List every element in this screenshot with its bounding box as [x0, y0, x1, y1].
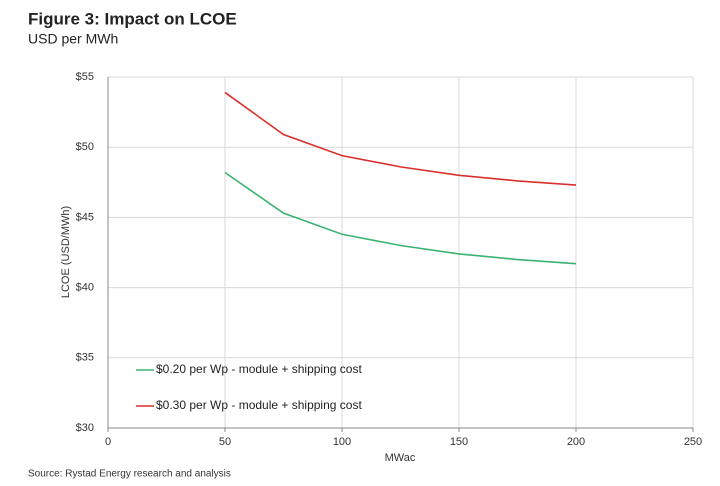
x-tick-label: 50 [219, 436, 231, 448]
y-tick-label: $30 [76, 422, 94, 434]
x-tick-label: 150 [450, 436, 468, 448]
y-tick-label: $45 [76, 211, 94, 223]
x-tick-label: 100 [333, 436, 351, 448]
series-line [224, 91, 577, 186]
x-tick-label: 200 [567, 436, 585, 448]
chart-title: Figure 3: Impact on LCOE [28, 9, 237, 28]
y-axis-label: LCOE (USD/MWh) [60, 206, 72, 298]
y-tick-label: $40 [76, 282, 94, 294]
chart-subtitle: USD per MWh [28, 31, 118, 47]
x-tick-label: 0 [105, 436, 111, 448]
series-line [224, 171, 577, 265]
x-tick-label: 250 [684, 436, 702, 448]
source-note: Source: Rystad Energy research and analy… [28, 469, 231, 480]
y-tick-label: $35 [76, 352, 94, 364]
y-tick-label: $55 [76, 71, 94, 83]
legend-label: $0.20 per Wp - module + shipping cost [156, 362, 362, 376]
x-axis-label: MWac [385, 452, 416, 464]
legend-label: $0.30 per Wp - module + shipping cost [156, 398, 362, 412]
y-tick-label: $50 [76, 141, 94, 153]
